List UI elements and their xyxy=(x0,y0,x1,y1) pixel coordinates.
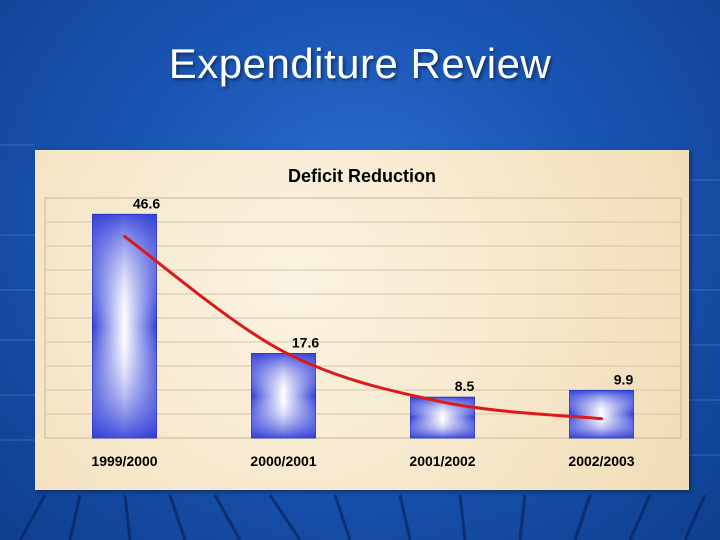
x-tick-label: 1999/2000 xyxy=(91,453,157,469)
trend-line xyxy=(123,234,603,421)
data-label: 46.6 xyxy=(133,195,160,211)
x-tick-label: 2002/2003 xyxy=(568,453,634,469)
bar-2000/2001 xyxy=(251,353,316,439)
bar-2002/2003 xyxy=(569,389,634,439)
slide-title: Expenditure Review xyxy=(168,40,552,87)
x-tick-label: 2001/2002 xyxy=(409,453,475,469)
deficit-reduction-chart: Deficit Reduction 1999/2000 46.6 2000/2001… xyxy=(44,166,682,469)
data-label: 8.5 xyxy=(455,378,475,394)
bar-1999/2000 xyxy=(92,213,157,439)
chart-panel: Deficit Reduction 1999/2000 46.6 2000/2001… xyxy=(35,150,689,490)
data-label: 9.9 xyxy=(614,371,634,387)
data-label: 17.6 xyxy=(292,335,319,351)
x-tick-label: 2000/2001 xyxy=(250,453,316,469)
bar-2001/2002 xyxy=(410,396,475,439)
chart-title: Deficit Reduction xyxy=(288,166,436,186)
